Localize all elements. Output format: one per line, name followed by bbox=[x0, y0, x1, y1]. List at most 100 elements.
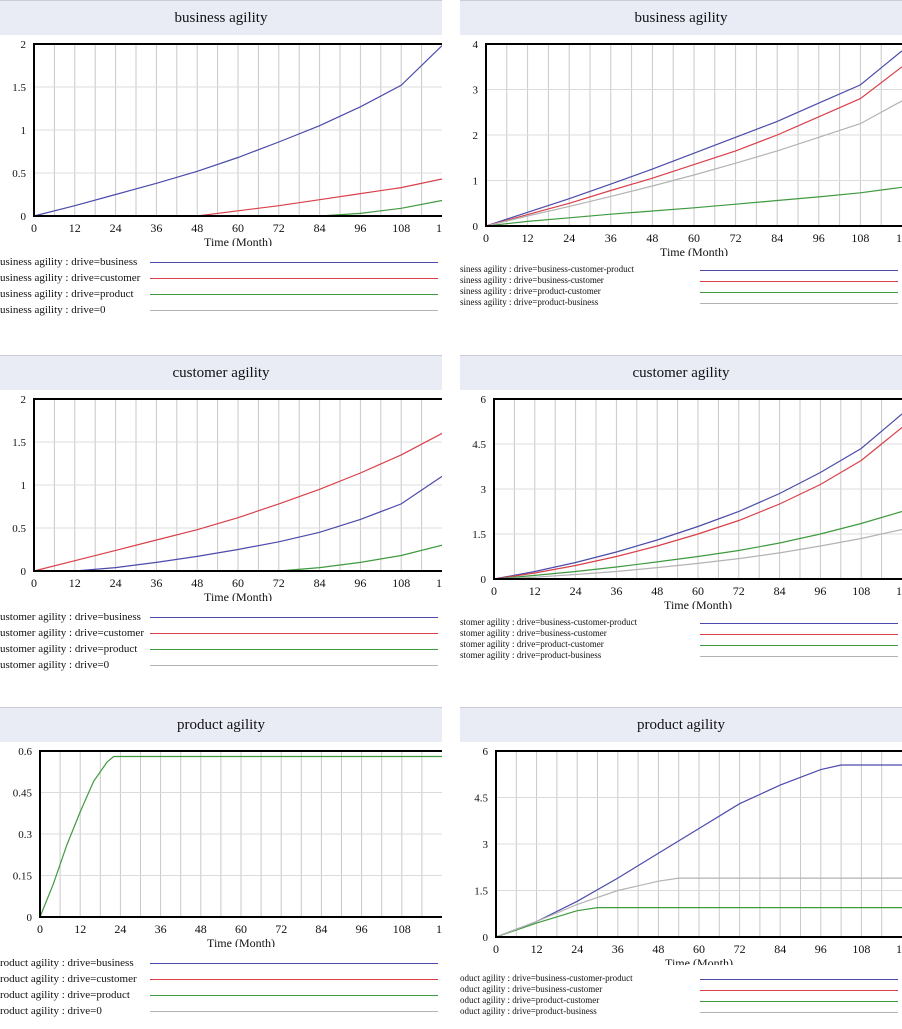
x-tick-label: 0 bbox=[31, 576, 37, 590]
y-tick-label: 1.5 bbox=[474, 886, 488, 898]
x-tick-label: 96 bbox=[356, 922, 368, 936]
x-tick-label: 108 bbox=[852, 584, 870, 598]
x-tick-label: 48 bbox=[646, 231, 658, 245]
legend-label: usiness agility : drive=business bbox=[0, 256, 140, 268]
series-line-blue bbox=[33, 45, 442, 217]
legend-item: ustomer agility : drive=business bbox=[0, 609, 442, 625]
y-tick-label: 0.6 bbox=[18, 746, 32, 758]
x-tick-label: 60 bbox=[692, 584, 704, 598]
legend-swatch-green bbox=[700, 645, 898, 646]
legend-label: siness agility : drive=business-customer… bbox=[460, 264, 637, 274]
x-tick-label: 36 bbox=[605, 231, 617, 245]
chart-panel-business-agility-left: business agility 0 0.5 1 1.5 2 0 12 24 36 48 60 72 8… bbox=[0, 0, 442, 330]
legend-swatch-green bbox=[150, 649, 438, 650]
legend-swatch-red bbox=[150, 278, 438, 279]
x-axis-label: Time (Month) bbox=[207, 936, 275, 947]
x-tick-label: 12 bbox=[436, 221, 442, 235]
chart-panel-product-agility-right: product agility 0 1.5 3 4.5 6 0 12 24 36 48 60 72 84… bbox=[460, 707, 902, 1029]
legend-swatch-red bbox=[700, 281, 898, 282]
legend-item: ustomer agility : drive=0 bbox=[0, 657, 442, 673]
x-axis-label: Time (Month) bbox=[665, 956, 733, 965]
y-tick-label: 3 bbox=[473, 85, 479, 97]
x-tick-label: 72 bbox=[734, 942, 746, 956]
legend-label: oduct agility : drive=product-business bbox=[460, 1006, 599, 1016]
x-tick-label: 0 bbox=[493, 942, 499, 956]
legend-swatch-green bbox=[150, 995, 438, 996]
x-tick-label: 96 bbox=[354, 576, 366, 590]
series-line-blue bbox=[495, 764, 902, 938]
legend-label: stomer agility : drive=business-customer bbox=[460, 628, 609, 638]
y-tick-label: 6 bbox=[483, 746, 489, 758]
x-tick-label: 24 bbox=[571, 942, 583, 956]
x-axis-label: Time (Month) bbox=[204, 590, 272, 601]
legend-swatch-grey bbox=[700, 303, 898, 304]
legend-label: roduct agility : drive=product bbox=[0, 989, 132, 1001]
x-tick-label: 24 bbox=[114, 922, 126, 936]
y-tick-label: 3 bbox=[481, 484, 487, 496]
x-tick-label: 72 bbox=[273, 221, 285, 235]
line-chart: 01.534.560122436486072849610812Time (Mon… bbox=[472, 394, 902, 609]
series-line-blue bbox=[493, 413, 902, 580]
x-tick-label: 108 bbox=[393, 922, 411, 936]
legend-swatch-blue bbox=[700, 979, 898, 980]
x-tick-label: 84 bbox=[774, 942, 786, 956]
legend-swatch-green bbox=[700, 292, 898, 293]
y-tick-label: 4.5 bbox=[474, 793, 488, 805]
y-tick-label: 4 bbox=[473, 39, 479, 51]
x-tick-label: 96 bbox=[813, 231, 825, 245]
y-tick-label: 1.5 bbox=[12, 82, 26, 94]
x-tick-label: 84 bbox=[774, 584, 786, 598]
plot-frame bbox=[485, 43, 902, 227]
series-line-grey bbox=[485, 100, 902, 227]
legend-label: stomer agility : drive=business-customer… bbox=[460, 617, 640, 627]
line-chart: 0 0.5 1 1.5 2 0 12 24 36 48 60 72 84 96 108 12 Time (Mon… bbox=[12, 394, 442, 601]
y-tick-label: 0 bbox=[473, 221, 479, 233]
chart-title: customer agility bbox=[460, 355, 902, 390]
y-tick-label: 0.5 bbox=[12, 523, 26, 535]
series-line-blue bbox=[34, 475, 442, 572]
line-chart: 0 0.15 0.3 0.45 0.6 0 12 24 36 48 60 72 84 96 108 12 Tim… bbox=[13, 746, 442, 947]
legend-item: oduct agility : drive=business-customer-… bbox=[460, 973, 902, 984]
legend-label: siness agility : drive=business-customer bbox=[460, 275, 606, 285]
x-tick-label: 12 bbox=[529, 584, 541, 598]
legend-item: usiness agility : drive=product bbox=[0, 286, 442, 302]
legend-swatch-grey bbox=[150, 665, 438, 666]
x-tick-label: 24 bbox=[110, 221, 122, 235]
x-tick-label: 84 bbox=[314, 576, 326, 590]
legend-item: ustomer agility : drive=customer bbox=[0, 625, 442, 641]
legend-item: roduct agility : drive=0 bbox=[0, 1003, 442, 1019]
legend-item: stomer agility : drive=business-customer bbox=[460, 628, 902, 639]
legend-label: usiness agility : drive=customer bbox=[0, 272, 143, 284]
chart-panel-business-agility-right: business agility 0 1 2 3 4 0 12 24 36 48 60 72 84 96 1… bbox=[460, 0, 902, 330]
y-tick-label: 3 bbox=[483, 839, 489, 851]
plot-frame bbox=[33, 43, 442, 217]
legend-label: oduct agility : drive=business-customer bbox=[460, 984, 605, 994]
x-tick-label: 60 bbox=[688, 231, 700, 245]
legend-label: roduct agility : drive=business bbox=[0, 957, 136, 969]
legend-item: siness agility : drive=business-customer bbox=[460, 275, 902, 286]
x-tick-label: 24 bbox=[110, 576, 122, 590]
chart-title: business agility bbox=[460, 0, 902, 35]
x-tick-label: 36 bbox=[612, 942, 624, 956]
legend-item: siness agility : drive=business-customer… bbox=[460, 264, 902, 275]
x-tick-label: 24 bbox=[563, 231, 575, 245]
chart-legend: ustomer agility : drive=business ustomer … bbox=[0, 609, 442, 673]
legend-item: usiness agility : drive=0 bbox=[0, 302, 442, 318]
legend-label: usiness agility : drive=0 bbox=[0, 304, 108, 316]
chart-legend: siness agility : drive=business-customer… bbox=[460, 264, 902, 308]
y-tick-label: 0.3 bbox=[18, 829, 32, 841]
plot-frame bbox=[495, 750, 902, 938]
legend-swatch-blue bbox=[150, 963, 438, 964]
x-tick-label: 48 bbox=[652, 942, 664, 956]
series-line-red bbox=[485, 66, 902, 227]
series-line-blue bbox=[485, 50, 902, 227]
legend-swatch-blue bbox=[700, 270, 898, 271]
x-axis-label: Time (Month) bbox=[204, 235, 272, 246]
y-tick-label: 0 bbox=[481, 574, 487, 586]
chart-legend: usiness agility : drive=business usiness … bbox=[0, 254, 442, 318]
legend-label: siness agility : drive=product-customer bbox=[460, 286, 603, 296]
line-chart: 01.534.560122436486072849610812Time (Mon… bbox=[474, 746, 902, 965]
legend-label: usiness agility : drive=product bbox=[0, 288, 136, 300]
y-tick-label: 2 bbox=[21, 394, 27, 406]
legend-item: stomer agility : drive=business-customer… bbox=[460, 617, 902, 628]
